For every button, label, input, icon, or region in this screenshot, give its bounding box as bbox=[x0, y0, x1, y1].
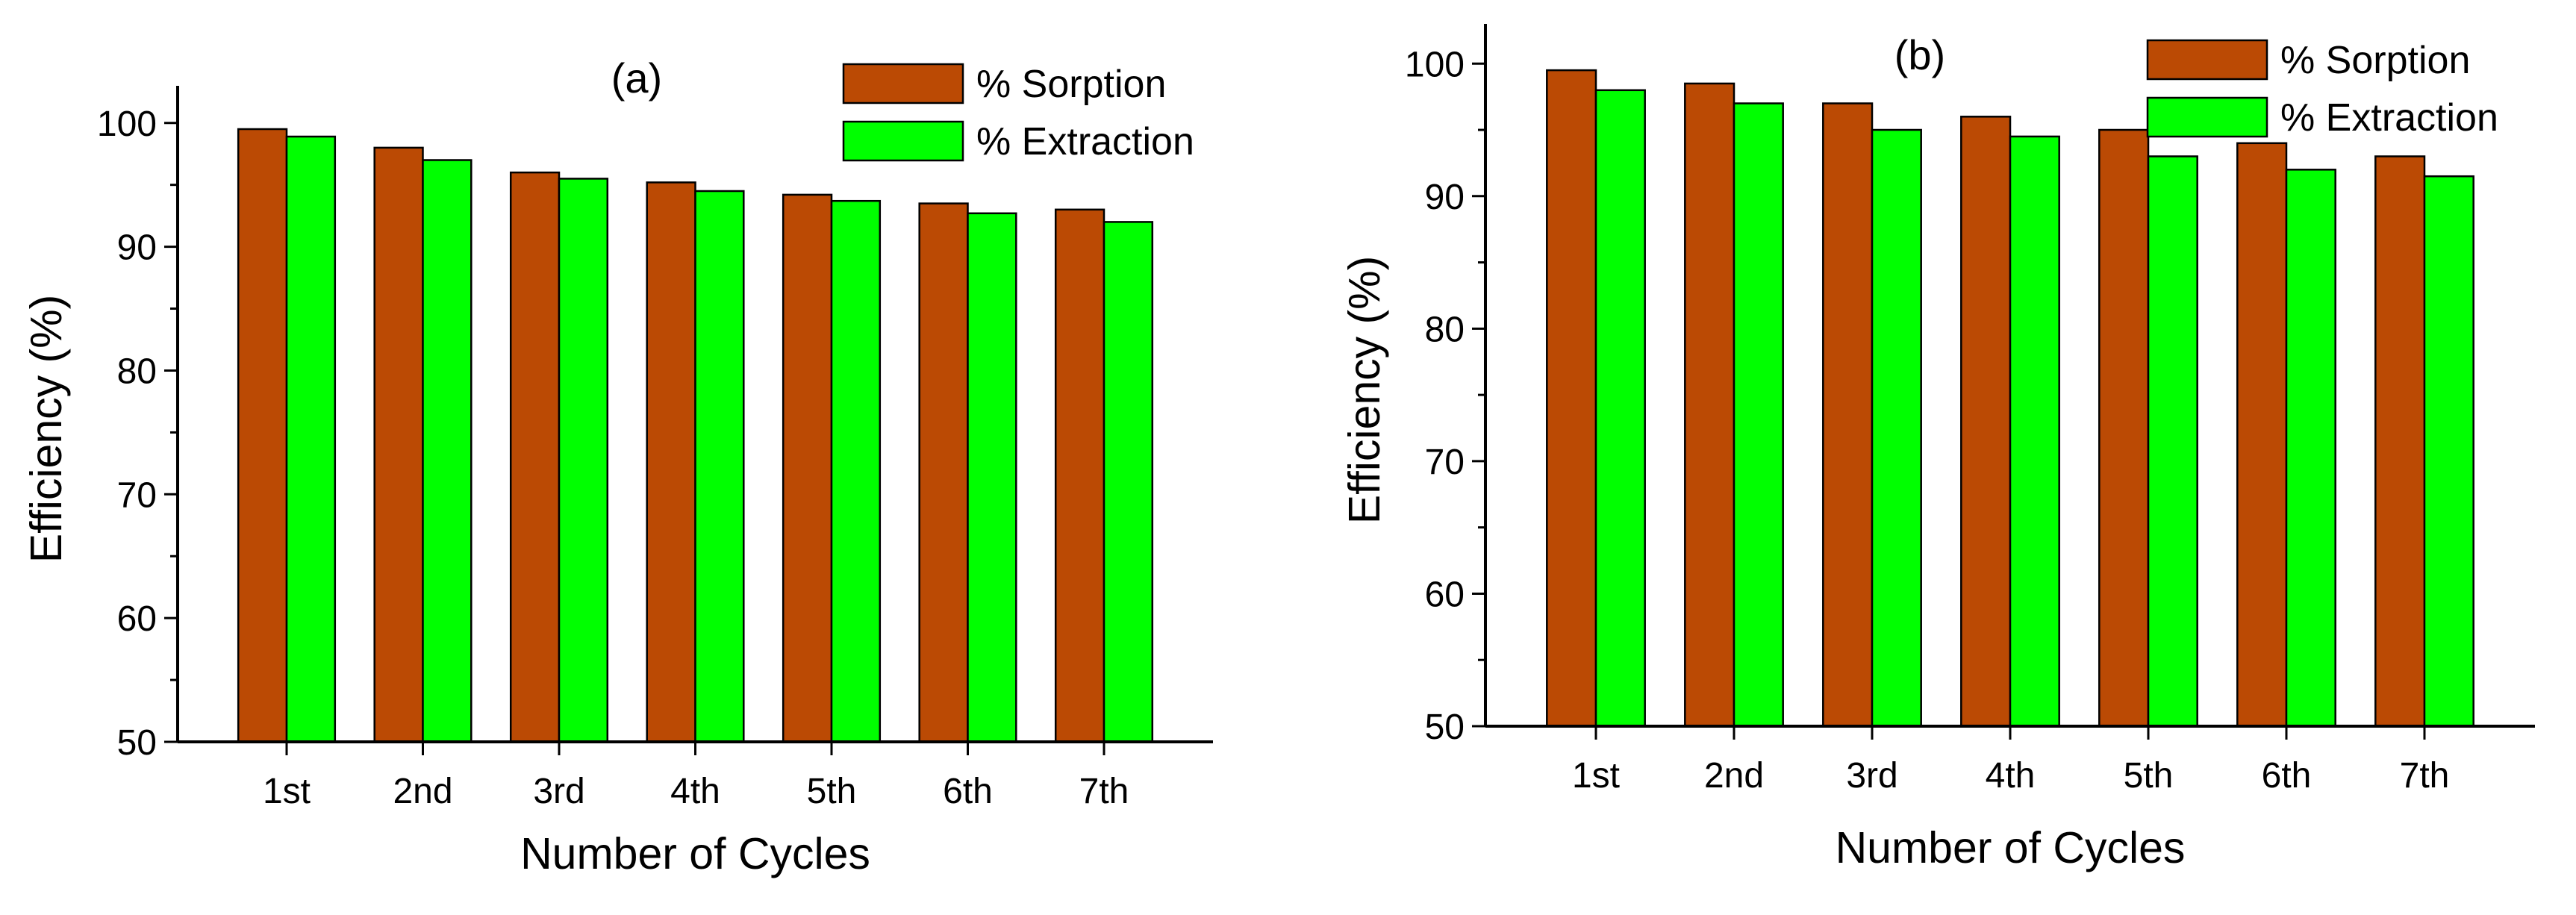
sorption-bar-4th bbox=[646, 181, 696, 743]
legend: % Sorption % Extraction bbox=[2146, 39, 2498, 140]
extraction-bar-1st bbox=[285, 135, 337, 743]
y-tick-label-60: 60 bbox=[117, 599, 157, 639]
x-tick-label-4th: 4th bbox=[1986, 756, 2036, 796]
y-axis-label: Efficiency (%) bbox=[1340, 256, 1389, 525]
x-tick-label-3rd: 3rd bbox=[1846, 756, 1897, 796]
x-tick-label-5th: 5th bbox=[2124, 756, 2174, 796]
sorption-bar-2nd bbox=[373, 146, 424, 743]
extraction-bar-7th bbox=[2423, 175, 2474, 728]
legend-label-extraction: % Extraction bbox=[2280, 96, 2498, 140]
extraction-bar-3rd bbox=[558, 178, 609, 743]
x-axis-label: Number of Cycles bbox=[520, 829, 870, 878]
extraction-bar-1st bbox=[1594, 89, 1646, 728]
sorption-bar-2nd bbox=[1684, 82, 1735, 728]
sorption-bar-7th bbox=[2374, 155, 2426, 728]
x-tick-label-2nd: 2nd bbox=[393, 772, 452, 811]
x-tick-label-1st: 1st bbox=[1572, 756, 1620, 796]
y-axis-label: Efficiency (%) bbox=[22, 295, 71, 563]
x-tick-label-2nd: 2nd bbox=[1704, 756, 1764, 796]
x-tick-label-3rd: 3rd bbox=[533, 772, 584, 811]
x-tick-label-6th: 6th bbox=[2262, 756, 2312, 796]
legend-label-sorption: % Sorption bbox=[2280, 39, 2470, 82]
sorption-bar-3rd bbox=[1822, 102, 1874, 728]
legend-swatch-sorption bbox=[2146, 39, 2268, 81]
legend-label-sorption: % Sorption bbox=[976, 63, 1166, 106]
sorption-bar-5th bbox=[2098, 128, 2150, 728]
x-tick-label-5th: 5th bbox=[807, 772, 857, 811]
panel-label: (b) bbox=[1894, 31, 1945, 78]
sorption-bar-5th bbox=[782, 193, 833, 743]
extraction-bar-6th bbox=[967, 212, 1017, 743]
legend: % Sorption % Extraction bbox=[842, 63, 1194, 163]
extraction-bar-3rd bbox=[1871, 128, 1922, 728]
extraction-bar-2nd bbox=[422, 159, 473, 743]
panel-label: (a) bbox=[611, 54, 662, 102]
legend-label-extraction: % Extraction bbox=[976, 120, 1194, 163]
extraction-bar-5th bbox=[2147, 155, 2198, 728]
y-tick-label-70: 70 bbox=[117, 475, 157, 515]
y-tick-label-90: 90 bbox=[1425, 178, 1465, 217]
y-tick-label-50: 50 bbox=[117, 723, 157, 763]
sorption-bar-1st bbox=[1546, 69, 1597, 728]
x-tick-label-7th: 7th bbox=[2400, 756, 2450, 796]
x-tick-label-7th: 7th bbox=[1079, 772, 1129, 811]
extraction-bar-7th bbox=[1103, 221, 1154, 743]
x-tick-label-1st: 1st bbox=[263, 772, 311, 811]
chart-panel-a: 1st 2nd 3rd 4th 5th 6th 7th 50 60 70 80 90 100 Number… bbox=[22, 54, 1213, 878]
y-tick-label-70: 70 bbox=[1425, 443, 1465, 482]
y-tick-label-50: 50 bbox=[1425, 708, 1465, 747]
legend-swatch-extraction bbox=[2146, 96, 2268, 138]
sorption-bar-6th bbox=[2236, 142, 2288, 728]
x-tick-label-6th: 6th bbox=[943, 772, 993, 811]
sorption-bar-3rd bbox=[509, 171, 561, 743]
y-tick-label-90: 90 bbox=[117, 228, 157, 268]
extraction-bar-6th bbox=[2285, 169, 2336, 728]
y-tick-label-60: 60 bbox=[1425, 575, 1465, 614]
legend-swatch-sorption bbox=[842, 63, 964, 104]
extraction-bar-4th bbox=[694, 190, 745, 743]
sorption-bar-7th bbox=[1054, 208, 1105, 743]
sorption-bar-4th bbox=[1960, 116, 2012, 728]
x-tick-label-4th: 4th bbox=[670, 772, 720, 811]
sorption-bar-1st bbox=[237, 128, 288, 743]
x-axis-label: Number of Cycles bbox=[1836, 823, 2186, 872]
y-tick-label-100: 100 bbox=[97, 104, 157, 144]
sorption-bar-6th bbox=[918, 202, 969, 743]
legend-swatch-extraction bbox=[842, 120, 964, 162]
y-tick-label-100: 100 bbox=[1405, 45, 1465, 84]
extraction-bar-4th bbox=[2009, 135, 2060, 728]
y-tick-label-80: 80 bbox=[117, 352, 157, 391]
extraction-bar-5th bbox=[830, 199, 882, 743]
extraction-bar-2nd bbox=[1733, 102, 1784, 728]
y-tick-label-80: 80 bbox=[1425, 310, 1465, 349]
chart-panel-b: 1st 2nd 3rd 4th 5th 6th 7th 50 60 70 80 90 100 Number… bbox=[1340, 24, 2535, 872]
